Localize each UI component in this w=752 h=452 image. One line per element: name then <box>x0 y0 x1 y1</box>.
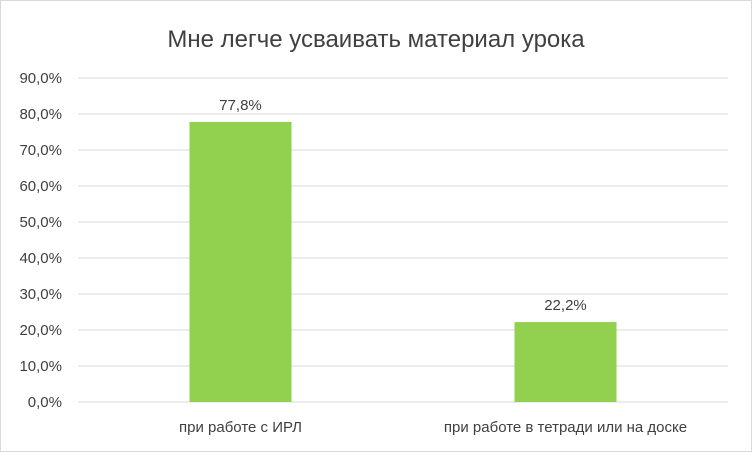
bars <box>189 121 617 403</box>
y-tick-label: 60,0% <box>19 178 62 195</box>
y-tick-label: 30,0% <box>19 286 62 303</box>
data-label: 77,8% <box>219 97 262 114</box>
category-label: при работе с ИРЛ <box>179 419 302 436</box>
x-axis-categories: при работе с ИРЛ при работе в тетради или… <box>179 419 687 436</box>
y-tick-label: 80,0% <box>19 106 62 123</box>
y-tick-label: 90,0% <box>19 70 62 87</box>
y-tick-label: 70,0% <box>19 142 62 159</box>
y-tick-label: 0,0% <box>28 394 62 411</box>
data-labels: 77,8% 22,2% <box>219 97 587 314</box>
chart-title: Мне легче усваивать материал урока <box>167 26 585 53</box>
gridlines <box>78 77 728 403</box>
y-tick-label: 40,0% <box>19 250 62 267</box>
data-label: 22,2% <box>544 297 587 314</box>
y-tick-label: 20,0% <box>19 322 62 339</box>
y-tick-label: 50,0% <box>19 214 62 231</box>
y-tick-label: 10,0% <box>19 358 62 375</box>
bar <box>189 121 292 403</box>
y-axis-ticks: 0,0% 10,0% 20,0% 30,0% 40,0% 50,0% 60,0% 70,0% 8… <box>19 70 62 411</box>
bar <box>514 322 617 402</box>
category-label: при работе в тетради или на доске <box>444 419 687 436</box>
